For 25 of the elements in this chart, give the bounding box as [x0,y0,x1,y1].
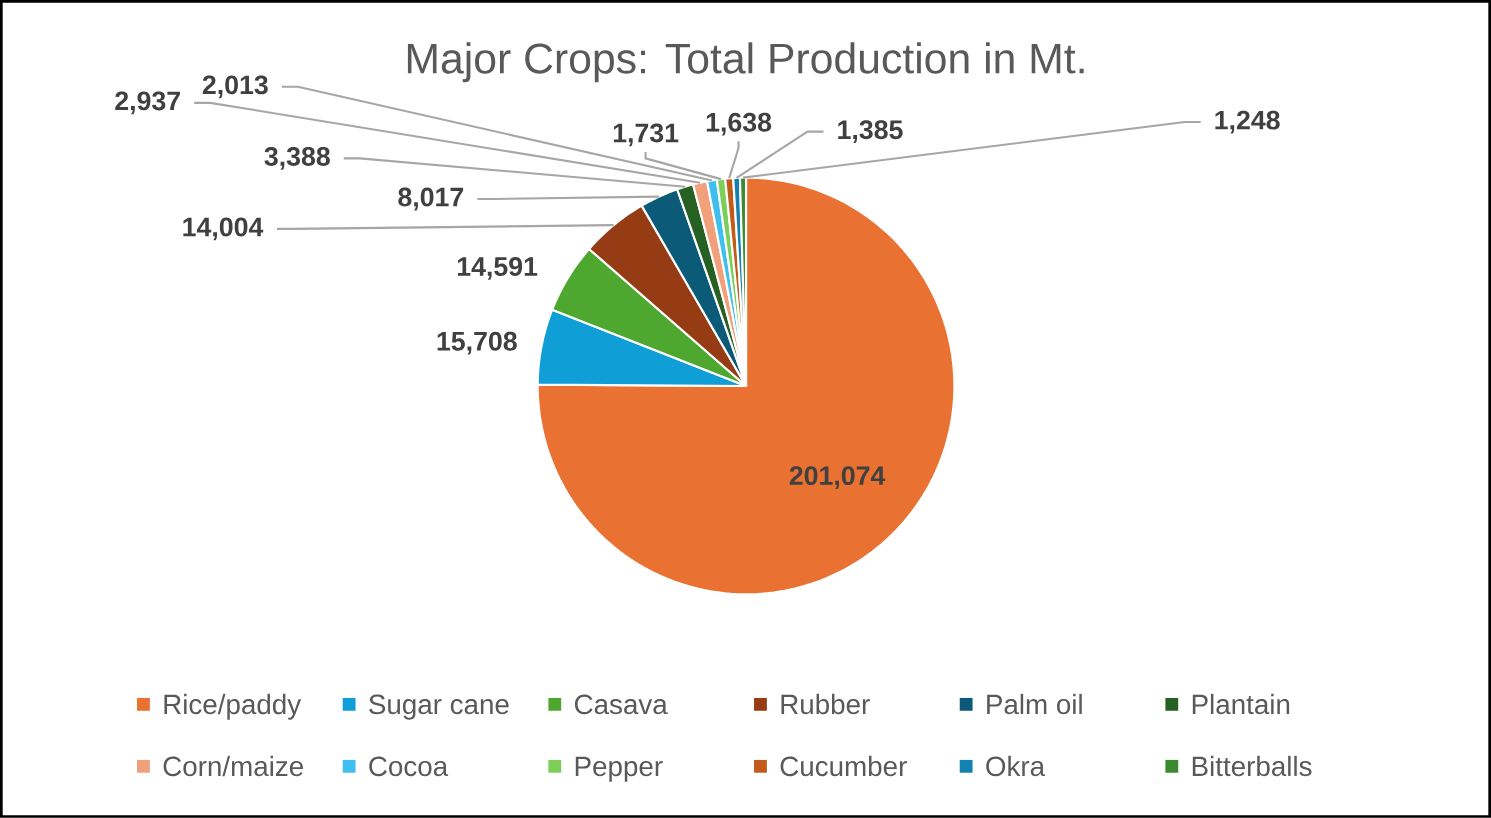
legend-label: Cocoa [369,756,449,777]
legend-label: Okra [986,755,1046,777]
data-label: 8,017 [398,187,464,211]
legend-label: Cucumber [780,755,907,777]
legend-label: Sugar cane [369,694,509,720]
data-label: 15,708 [437,331,517,355]
legend-label: Casava [574,694,668,715]
data-label: 14,591 [457,257,538,280]
chart-title: Major Crops: Total Production in Mt. [407,42,1084,83]
data-label: 3,388 [264,147,330,170]
legend-label: Rice/paddy [164,693,302,720]
legend-label: Bitterballs [1192,755,1312,777]
data-label: 2,937 [115,91,180,115]
legend-label: Plantain [1192,693,1290,715]
legend-label: Pepper [575,756,663,782]
data-label: 1,385 [838,120,903,144]
data-label: 1,248 [1215,110,1280,134]
data-label: 1,638 [706,112,772,136]
data-label: 14,004 [183,217,264,241]
legend-label: Palm oil [987,693,1082,715]
legend-label: Rubber [781,693,870,715]
data-label: 1,731 [613,123,679,147]
legend-label: Corn/maize [163,755,303,777]
data-label: 2,013 [202,75,268,99]
data-label: 201,074 [789,466,886,490]
